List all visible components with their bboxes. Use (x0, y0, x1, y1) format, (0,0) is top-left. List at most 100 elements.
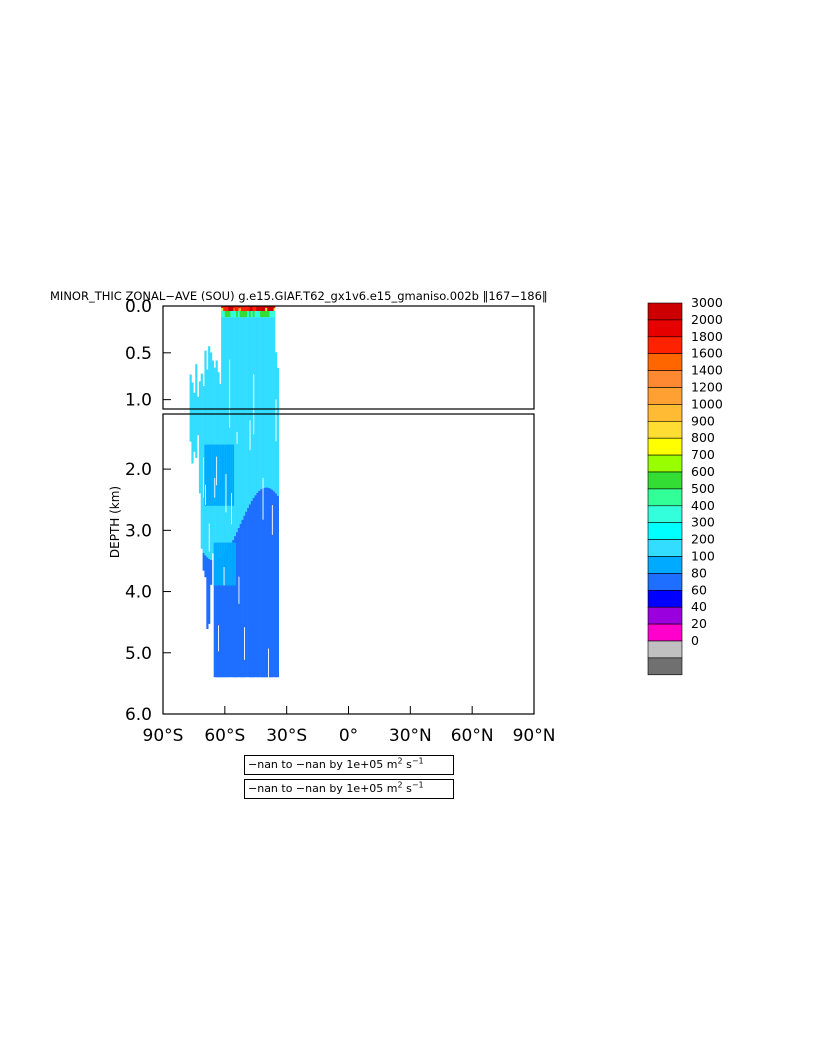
y-axis-label: DEPTH (km) (108, 486, 122, 558)
x-tick-label-3: 0° (339, 726, 358, 746)
field-cell-189 (250, 501, 253, 678)
colorbar-swatch-5 (647, 387, 683, 405)
field-cell-151 (239, 523, 242, 678)
lower-y-tick-label-4: 6.0 (125, 705, 152, 725)
field-cell-119 (232, 310, 235, 318)
field-cell-250 (269, 317, 272, 409)
field-cell-158 (243, 306, 246, 308)
field-cell-70 (221, 444, 224, 506)
colorbar-swatch-12 (647, 505, 683, 523)
field-cell-66 (221, 307, 224, 311)
field-cell-1 (189, 374, 192, 409)
field-cell-8 (195, 364, 198, 409)
field-cell-165 (245, 306, 248, 308)
colorbar-swatch-0 (647, 302, 683, 321)
upper-y-tick-label-0: 0.0 (125, 297, 152, 317)
field-cell-175 (247, 409, 250, 508)
field-cell-270 (276, 367, 279, 409)
field-cell-192 (252, 310, 255, 318)
field-surface-11 (252, 307, 257, 311)
field-cell-249 (269, 310, 272, 318)
colorbar-label-7: 900 (691, 413, 715, 428)
field-cell-226 (261, 488, 265, 678)
field-cell-258 (271, 489, 274, 678)
field-cell-123 (232, 539, 235, 678)
field-cell-170 (245, 511, 248, 678)
field-cell-130 (234, 536, 237, 678)
colorbar-swatch-10 (647, 471, 683, 490)
field-cell-257 (271, 409, 274, 490)
field-cell-221 (261, 306, 265, 308)
field-cell-23 (204, 555, 207, 578)
field-cell-168 (245, 317, 248, 409)
field-cell-38 (211, 360, 214, 409)
field-cell-76 (223, 317, 226, 409)
colorbar-swatch-1 (647, 319, 683, 338)
field-cell-117 (232, 306, 235, 308)
field-cell-262 (273, 310, 276, 318)
field-cell-27 (206, 444, 209, 506)
field-cell-218 (260, 317, 263, 409)
colorbar-swatch-6 (647, 404, 683, 422)
field-cell-57 (217, 560, 220, 678)
field-cell-181 (248, 409, 252, 505)
field-cell-32 (208, 558, 211, 624)
field-gap-59 (218, 625, 219, 652)
colorbar-swatch-9 (647, 454, 683, 473)
field-cell-91 (226, 306, 229, 308)
field-cell-20 (204, 350, 207, 409)
colorbar-swatch-8 (647, 437, 683, 456)
chart-title: MINOR_THIC ZONAL−AVE (SOU) g.e15.GIAF.T6… (50, 289, 548, 303)
field-cell-173 (247, 310, 250, 318)
field-cell-37 (210, 560, 213, 585)
field-cell-40 (211, 444, 214, 506)
field-surface-21 (261, 307, 266, 311)
field-surface-15 (223, 307, 228, 311)
field-cell-243 (267, 317, 270, 409)
field-gap-259 (271, 505, 273, 535)
field-cell-268 (274, 493, 278, 678)
field-cell-213 (258, 409, 261, 491)
colorbar-label-4: 1400 (691, 363, 723, 378)
field-cell-163 (243, 515, 246, 678)
field-cell-60 (219, 383, 222, 409)
field-cell-113 (230, 444, 233, 506)
field-cell-78 (223, 444, 226, 506)
field-gap-138 (236, 431, 238, 444)
field-cell-271 (276, 409, 279, 496)
field-cell-114 (230, 543, 233, 678)
field-cell-65 (221, 306, 224, 308)
field-gap-53 (216, 456, 218, 486)
field-gap-246 (268, 648, 269, 678)
field-cell-235 (265, 307, 268, 311)
field-cell-52 (215, 542, 218, 586)
field-cell-219 (260, 409, 263, 490)
field-cell-54 (217, 372, 220, 409)
field-cell-225 (261, 409, 265, 489)
field-cell-223 (261, 310, 265, 318)
field-cell-143 (237, 409, 240, 528)
field-cell-34 (210, 352, 213, 409)
upper-y-tick-label-2: 1.0 (125, 391, 152, 411)
field-cell-233 (263, 487, 266, 678)
field-cell-256 (271, 317, 274, 409)
field-cell-135 (236, 317, 239, 409)
field-cell-208 (256, 492, 259, 678)
axes: 90°S 60°S 30°S 0° 30°N 60°N 90°N 0.0 0.5 1.0 2.0 3.… (125, 297, 555, 746)
field-gap-196 (253, 374, 255, 435)
field-cell-215 (260, 306, 263, 308)
field-cell-188 (250, 409, 253, 501)
field-cell-22 (204, 444, 207, 506)
field-cell-255 (271, 310, 274, 318)
field-cell-214 (258, 490, 261, 678)
field-cell-152 (241, 306, 244, 308)
colorbar-label-8: 800 (691, 430, 715, 445)
field-cell-176 (247, 507, 250, 678)
colorbar-swatch-16 (647, 573, 683, 591)
field-cell-64 (219, 542, 222, 586)
field-cell-171 (247, 306, 250, 308)
field-cell-12 (198, 381, 202, 409)
field-cell-199 (254, 310, 257, 318)
field-cell-29 (208, 346, 211, 409)
field-cell-149 (239, 317, 242, 409)
